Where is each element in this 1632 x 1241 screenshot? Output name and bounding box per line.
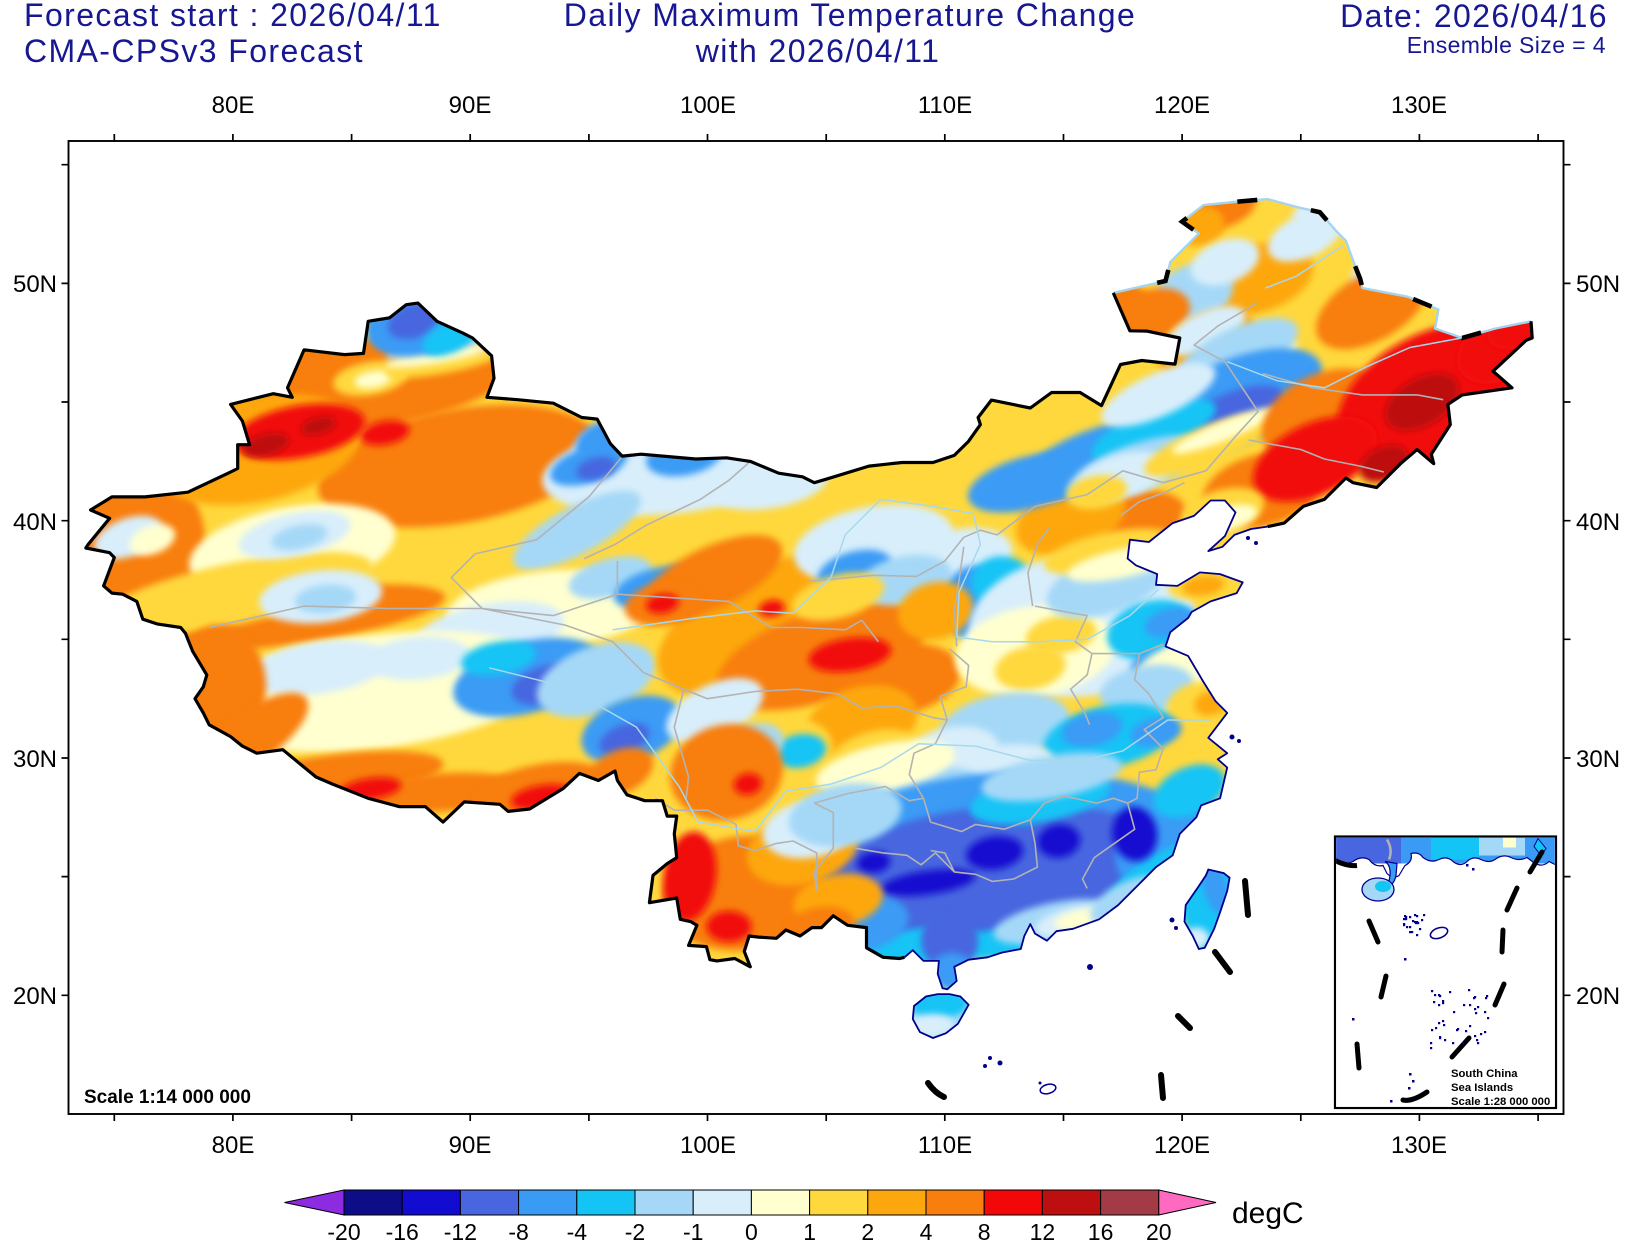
svg-text:12: 12 — [1030, 1219, 1056, 1241]
svg-text:South China: South China — [1451, 1068, 1518, 1080]
svg-text:120E: 120E — [1154, 1132, 1210, 1159]
svg-text:4: 4 — [920, 1219, 933, 1241]
svg-text:Ensemble Size = 4: Ensemble Size = 4 — [1407, 32, 1606, 58]
svg-text:-16: -16 — [386, 1219, 419, 1241]
svg-text:degC: degC — [1232, 1197, 1304, 1230]
svg-text:130E: 130E — [1391, 1132, 1447, 1159]
svg-text:30N: 30N — [13, 746, 57, 773]
svg-text:16: 16 — [1088, 1219, 1114, 1241]
svg-text:130E: 130E — [1391, 92, 1447, 119]
svg-text:20N: 20N — [1576, 983, 1620, 1010]
svg-text:50N: 50N — [13, 271, 57, 298]
svg-text:Daily Maximum Temperature Chan: Daily Maximum Temperature Change — [564, 0, 1136, 33]
svg-text:20N: 20N — [13, 983, 57, 1010]
svg-text:110E: 110E — [918, 92, 972, 119]
svg-text:Scale 1:14 000 000: Scale 1:14 000 000 — [84, 1087, 251, 1108]
svg-text:80E: 80E — [212, 1132, 255, 1159]
svg-text:Scale 1:28 000 000: Scale 1:28 000 000 — [1451, 1096, 1550, 1108]
svg-text:Forecast start : 2026/04/11: Forecast start : 2026/04/11 — [24, 0, 442, 33]
svg-text:-8: -8 — [508, 1219, 528, 1241]
svg-text:1: 1 — [803, 1219, 816, 1241]
svg-text:8: 8 — [978, 1219, 991, 1241]
svg-text:-2: -2 — [625, 1219, 645, 1241]
svg-text:2: 2 — [861, 1219, 874, 1241]
svg-text:30N: 30N — [1576, 746, 1620, 773]
svg-text:100E: 100E — [680, 1132, 736, 1159]
svg-text:80E: 80E — [212, 92, 255, 119]
svg-text:20: 20 — [1146, 1219, 1172, 1241]
svg-text:-1: -1 — [683, 1219, 703, 1241]
svg-text:-4: -4 — [567, 1219, 588, 1241]
svg-text:with 2026/04/11: with 2026/04/11 — [695, 33, 941, 69]
svg-text:100E: 100E — [680, 92, 736, 119]
svg-text:0: 0 — [745, 1219, 758, 1241]
svg-text:40N: 40N — [13, 509, 57, 536]
svg-text:Sea Islands: Sea Islands — [1451, 1082, 1513, 1094]
svg-text:40N: 40N — [1576, 509, 1620, 536]
svg-text:CMA-CPSv3 Forecast: CMA-CPSv3 Forecast — [24, 33, 364, 69]
svg-text:90E: 90E — [449, 1132, 492, 1159]
svg-text:-20: -20 — [327, 1219, 360, 1241]
svg-text:90E: 90E — [449, 92, 492, 119]
svg-text:Date: 2026/04/16: Date: 2026/04/16 — [1340, 0, 1608, 34]
svg-text:120E: 120E — [1154, 92, 1210, 119]
svg-text:-12: -12 — [444, 1219, 477, 1241]
svg-text:50N: 50N — [1576, 271, 1620, 298]
svg-text:110E: 110E — [918, 1132, 972, 1159]
